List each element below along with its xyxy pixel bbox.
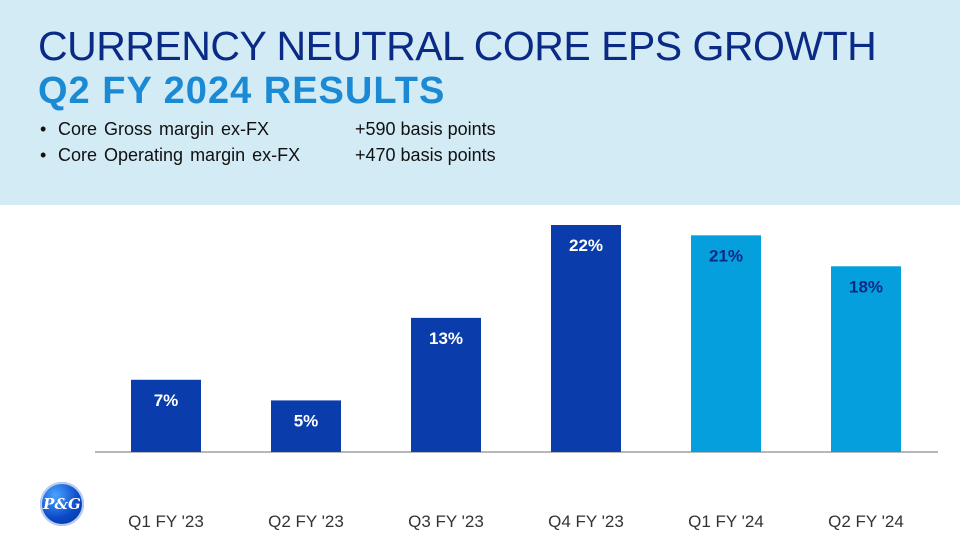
data-label-4: 22% (569, 236, 603, 255)
bullet-label: Core Operating margin ex-FX (58, 145, 301, 165)
pg-logo-icon: P&G (40, 482, 84, 526)
x-tick-label-2: Q2 FY '23 (268, 512, 344, 531)
x-tick-label-3: Q3 FY '23 (408, 512, 484, 531)
x-tick-label-1: Q1 FY '23 (128, 512, 204, 531)
data-label-3: 13% (429, 329, 463, 348)
page-subtitle: Q2 FY 2024 RESULTS (38, 70, 446, 112)
data-label-2: 5% (294, 411, 319, 430)
x-tick-label-4: Q4 FY '23 (548, 512, 624, 531)
bar-4 (551, 225, 621, 452)
bar-5 (691, 235, 761, 452)
bullet-label: Core Gross margin ex-FX (58, 119, 270, 139)
bullet-marker: • (40, 119, 47, 139)
bar-3 (411, 317, 481, 452)
bullet-value: +470 basis points (355, 145, 496, 165)
bullet-marker: • (40, 145, 47, 165)
x-tick-label-5: Q1 FY '24 (688, 512, 764, 531)
data-label-5: 21% (709, 246, 743, 265)
data-label-1: 7% (154, 391, 179, 410)
bar-6 (831, 266, 901, 452)
x-tick-label-6: Q2 FY '24 (828, 512, 904, 531)
eps-growth-bar-chart: 7% Q1 FY '23 5% Q2 FY '23 13% Q3 FY '23 22% Q4 … (95, 225, 938, 531)
bullet-value: +590 basis points (355, 119, 496, 139)
bar-2 (271, 400, 341, 452)
logo-text: P&G (43, 495, 81, 513)
data-label-6: 18% (849, 277, 883, 296)
bar-1 (131, 379, 201, 452)
header-band: CURRENCY NEUTRAL CORE EPS GROWTH Q2 FY 2… (0, 0, 960, 205)
page-title: CURRENCY NEUTRAL CORE EPS GROWTH (38, 23, 877, 69)
